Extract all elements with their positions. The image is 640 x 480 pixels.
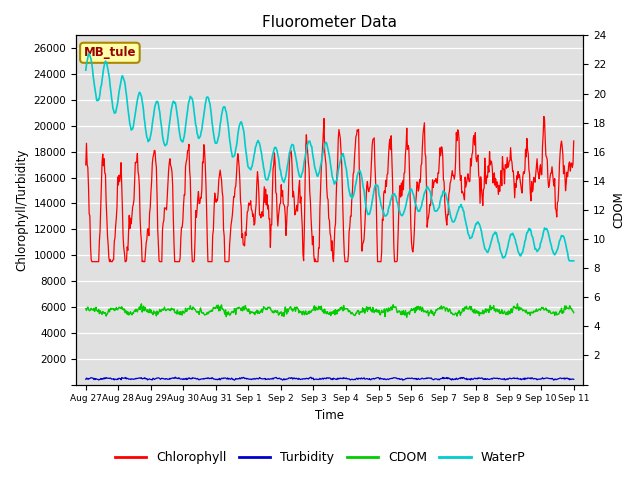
Y-axis label: Chlorophyll/Turbidity: Chlorophyll/Turbidity bbox=[15, 149, 28, 271]
Legend: Chlorophyll, Turbidity, CDOM, WaterP: Chlorophyll, Turbidity, CDOM, WaterP bbox=[109, 446, 531, 469]
Text: MB_tule: MB_tule bbox=[84, 46, 136, 60]
X-axis label: Time: Time bbox=[316, 409, 344, 422]
Y-axis label: CDOM: CDOM bbox=[612, 192, 625, 228]
Title: Fluorometer Data: Fluorometer Data bbox=[262, 15, 397, 30]
